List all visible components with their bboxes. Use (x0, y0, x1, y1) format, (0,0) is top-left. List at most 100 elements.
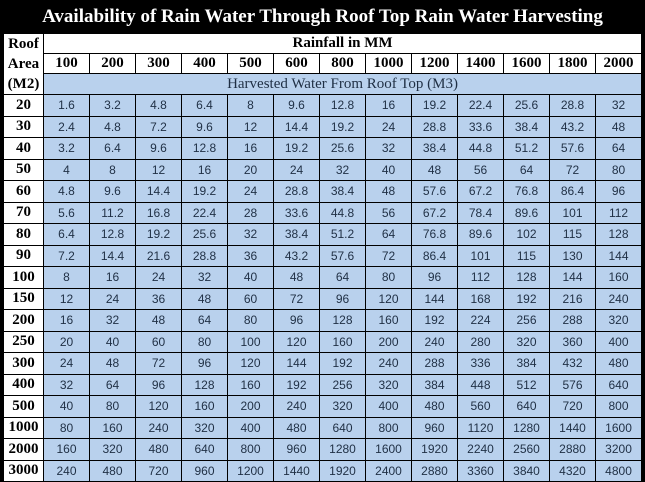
harvested-water-cell: 6.4 (43, 223, 90, 246)
rainfall-column-header: 1200 (411, 53, 458, 74)
harvested-water-cell: 115 (503, 244, 550, 267)
harvested-water-cell: 64 (181, 309, 228, 332)
harvested-water-cell: 96 (273, 309, 320, 332)
table-row: 300 24 48 72 96 120 144 192 240 288 336 384 432 480 (3, 352, 643, 375)
harvested-water-cell: 89.6 (503, 201, 550, 224)
harvested-water-cell: 1600 (365, 438, 412, 461)
harvested-water-cell: 24 (365, 115, 412, 138)
roof-area-cell: 3000 (3, 459, 44, 482)
harvested-water-cell: 448 (457, 373, 504, 396)
harvested-water-cell: 120 (365, 287, 412, 310)
harvested-water-cell: 128 (181, 373, 228, 396)
roof-area-header: Roof Area (M2) (3, 33, 44, 95)
harvested-water-cell: 56 (457, 158, 504, 181)
harvested-water-cell: 14.4 (89, 244, 136, 267)
harvested-water-cell: 200 (365, 330, 412, 353)
harvested-water-cell: 4.8 (43, 180, 90, 203)
harvested-water-cell: 480 (411, 395, 458, 418)
harvested-water-cell: 216 (549, 287, 596, 310)
harvested-water-cell: 40 (43, 395, 90, 418)
harvested-water-cell: 130 (549, 244, 596, 267)
harvested-water-cell: 64 (319, 266, 366, 289)
harvested-water-cell: 38.4 (411, 137, 458, 160)
harvested-water-cell: 12.8 (319, 94, 366, 117)
table-row: 400 32 64 96 128 160 192 256 320 384 448 512 576 640 (3, 373, 643, 396)
harvested-water-cell: 360 (549, 330, 596, 353)
harvested-water-cell: 640 (181, 438, 228, 461)
harvested-water-cell: 2.4 (43, 115, 90, 138)
table-row: 30 2.4 4.8 7.2 9.6 12 14.4 19.2 24 28.8 33.6 38.4 43… (3, 115, 643, 138)
harvested-water-cell: 38.4 (273, 223, 320, 246)
harvested-water-cell: 102 (503, 223, 550, 246)
harvested-water-cell: 96 (411, 266, 458, 289)
harvested-water-cell: 560 (457, 395, 504, 418)
harvested-water-cell: 240 (43, 459, 90, 482)
harvested-water-cell: 28 (227, 201, 274, 224)
harvested-water-cell: 28.8 (411, 115, 458, 138)
harvested-water-cell: 96 (319, 287, 366, 310)
harvested-water-cell: 320 (503, 330, 550, 353)
harvested-water-cell: 16 (227, 137, 274, 160)
harvested-water-cell: 800 (365, 416, 412, 439)
roof-area-header-line: Area (7, 56, 40, 72)
harvested-water-cell: 67.2 (457, 180, 504, 203)
harvested-water-cell: 19.2 (181, 180, 228, 203)
harvested-water-cell: 32 (319, 158, 366, 181)
rainfall-column-header: 2000 (594, 53, 643, 74)
harvested-water-cell: 12 (135, 158, 182, 181)
harvested-water-cell: 7.2 (43, 244, 90, 267)
harvested-water-cell: 800 (594, 395, 643, 418)
harvested-water-cell: 1600 (594, 416, 643, 439)
harvested-water-cell: 72 (273, 287, 320, 310)
harvested-water-cell: 43.2 (549, 115, 596, 138)
harvest-table: Roof Area (M2) Rainfall in MM 100 200 300 4… (3, 33, 643, 482)
harvested-water-cell: 6.4 (181, 94, 228, 117)
harvested-water-cell: 128 (594, 223, 643, 246)
harvested-water-cell: 640 (503, 395, 550, 418)
harvested-water-cell: 48 (135, 309, 182, 332)
harvested-water-cell: 12 (43, 287, 90, 310)
harvested-water-cell: 64 (503, 158, 550, 181)
harvested-water-cell: 720 (549, 395, 596, 418)
roof-area-cell: 1000 (3, 416, 44, 439)
harvested-water-cell: 20 (43, 330, 90, 353)
table-row: 250 20 40 60 80 100 120 160 200 240 280 320 360 400 (3, 330, 643, 353)
harvested-water-cell: 800 (227, 438, 274, 461)
harvested-water-cell: 21.6 (135, 244, 182, 267)
harvested-water-cell: 101 (549, 201, 596, 224)
harvested-water-cell: 16 (181, 158, 228, 181)
harvested-water-cell: 240 (594, 287, 643, 310)
harvested-water-cell: 240 (365, 352, 412, 375)
harvested-water-cell: 288 (411, 352, 458, 375)
harvested-water-cell: 160 (181, 395, 228, 418)
harvested-water-cell: 32 (89, 309, 136, 332)
harvested-water-cell: 24 (43, 352, 90, 375)
harvested-water-cell: 240 (273, 395, 320, 418)
table-row: 80 6.4 12.8 19.2 25.6 32 38.4 51.2 64 76.8 89.6 102… (3, 223, 643, 246)
harvested-water-cell: 192 (319, 352, 366, 375)
roof-area-cell: 2000 (3, 438, 44, 461)
harvested-water-cell: 2240 (457, 438, 504, 461)
harvested-water-cell: 960 (273, 438, 320, 461)
harvested-water-cell: 1.6 (43, 94, 90, 117)
harvested-water-cell: 640 (594, 373, 643, 396)
harvested-water-cell: 120 (273, 330, 320, 353)
harvested-water-cell: 240 (135, 416, 182, 439)
harvested-water-cell: 51.2 (319, 223, 366, 246)
harvested-water-cell: 100 (227, 330, 274, 353)
harvested-water-cell: 12.8 (89, 223, 136, 246)
harvested-water-cell: 8 (89, 158, 136, 181)
harvested-water-cell: 11.2 (89, 201, 136, 224)
harvested-water-cell: 80 (43, 416, 90, 439)
harvested-water-cell: 28.8 (549, 94, 596, 117)
roof-area-header-line: Roof (8, 36, 39, 52)
harvested-water-cell: 256 (503, 309, 550, 332)
rainfall-column-header: 600 (273, 53, 320, 74)
roof-area-cell: 20 (3, 94, 44, 117)
harvested-water-cell: 57.6 (319, 244, 366, 267)
harvested-water-cell: 19.2 (135, 223, 182, 246)
harvested-water-cell: 1440 (273, 459, 320, 482)
harvested-water-cell: 576 (549, 373, 596, 396)
page-title: Availability of Rain Water Through Roof … (42, 6, 603, 27)
harvested-water-cell: 7.2 (135, 115, 182, 138)
